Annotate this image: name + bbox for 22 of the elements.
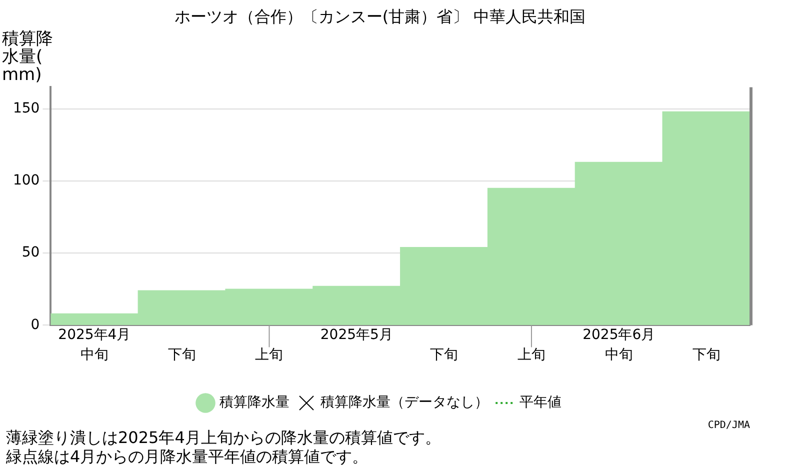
legend-label: 積算降水量（データなし） (320, 394, 488, 411)
y-tick-label: 50 (22, 244, 40, 261)
y-tick-label: 0 (30, 316, 40, 333)
x-tick-label: 中旬 (80, 347, 108, 364)
text: 2025年6月 (582, 326, 656, 343)
x-tick-label: 下旬 (168, 347, 196, 364)
text: 薄緑塗り潰しは2025年4月上旬からの降水量の積算値です。 (6, 428, 441, 448)
x-tick-label: 下旬 (692, 347, 720, 364)
text: CPD/JMA (708, 420, 750, 431)
chart-title: ホーツオ（合作）〔カンスー(甘粛）省〕 中華人民共和国 (174, 6, 586, 26)
x-tick-label: 上旬 (517, 347, 546, 364)
x-tick-label: 中旬 (604, 347, 633, 364)
legend-label: 積算降水量 (220, 394, 290, 411)
x-tick-label: 上旬 (255, 347, 284, 364)
y-tick-label: 100 (12, 172, 40, 189)
x-tick-label: 下旬 (430, 347, 458, 364)
text: 2025年5月 (320, 326, 393, 343)
legend-label: 平年値 (520, 394, 562, 411)
y-tick-label: 150 (12, 100, 40, 116)
y-axis-title: 積算降水量(mm) (2, 29, 54, 85)
text: 2025年4月 (58, 326, 131, 343)
text: 緑点線は4月からの月降水量平年値の積算値です。 (6, 447, 368, 468)
